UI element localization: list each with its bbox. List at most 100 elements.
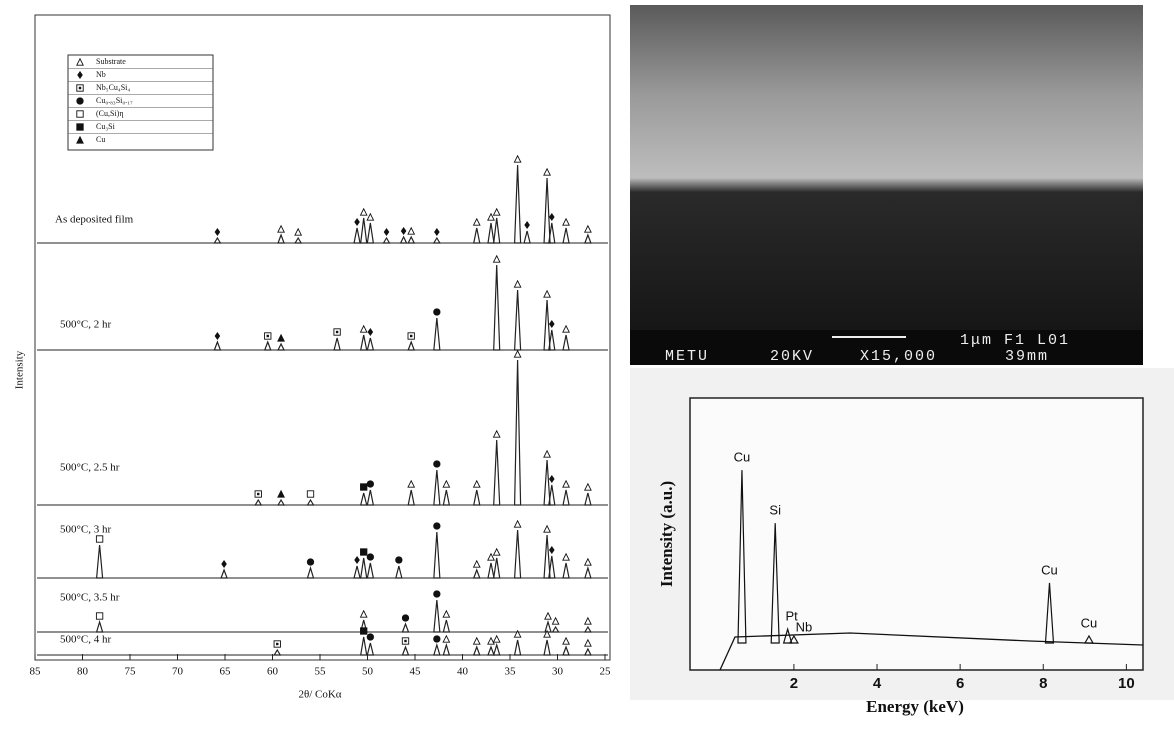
peak (543, 177, 551, 244)
phase-marker (366, 633, 374, 641)
phase-marker (442, 609, 451, 618)
peak (583, 647, 592, 656)
phase-marker (433, 590, 441, 598)
peak (366, 562, 375, 579)
peak (366, 222, 375, 244)
peak (584, 492, 592, 506)
phase-marker (513, 154, 522, 163)
legend-label: Cu₀.₈₃Si₀.₁₇ (96, 96, 133, 105)
phase-marker (306, 490, 315, 498)
peak (513, 529, 522, 579)
phase-marker (277, 224, 285, 233)
peak (366, 489, 375, 506)
peak (213, 340, 222, 351)
peak (433, 599, 441, 633)
x-tick-label: 75 (125, 666, 137, 678)
peak (493, 217, 501, 244)
peak (360, 217, 368, 244)
peak (273, 648, 282, 656)
phase-marker (433, 460, 441, 468)
xrd-panel: Intensity 2θ/ CoKα Substrate Nb Nb₅Cu₄Si₄ C… (14, 14, 611, 701)
peak (544, 619, 552, 633)
legend: Substrate Nb Nb₅Cu₄Si₄ Cu₀.₈₃Si₀.₁₇ (Cu,Si)η… (67, 54, 214, 151)
peak (487, 222, 495, 244)
phase-marker (551, 616, 560, 625)
phase-marker (487, 552, 495, 561)
sem-label: 20KV (770, 348, 814, 365)
x-tick-label: 50 (362, 666, 374, 678)
sem-info-bar (630, 330, 1143, 365)
phase-marker (433, 635, 441, 643)
peak (584, 565, 592, 579)
phase-marker (562, 636, 570, 645)
peak (487, 562, 495, 579)
phase-marker (367, 328, 374, 336)
peak (493, 264, 501, 351)
phase-marker (513, 349, 522, 358)
phase-marker (562, 324, 570, 333)
eds-frame (689, 397, 1144, 671)
peak (442, 619, 451, 633)
peak (306, 498, 315, 506)
phase-marker (543, 524, 551, 533)
phase-marker (401, 614, 410, 622)
trace-label: 500°C, 2 hr (60, 319, 111, 331)
peak (95, 619, 104, 633)
peak (220, 568, 228, 579)
phase-marker (76, 97, 84, 105)
peak (366, 337, 375, 351)
phase-marker (214, 228, 221, 236)
x-tick-label: 80 (77, 666, 89, 678)
peak (401, 622, 410, 633)
phase-marker (442, 634, 451, 643)
y-axis-label: Intensity (a.u.) (657, 481, 676, 587)
peak (277, 233, 285, 244)
peak (294, 236, 303, 244)
phase-marker (359, 207, 368, 216)
eds-panel: Intensity (a.u.) Energy (keV) 2 4 6 8 10 Cu Si… (630, 368, 1174, 716)
phase-marker (221, 560, 227, 568)
peak (442, 489, 451, 506)
peak (359, 636, 368, 656)
peak (492, 642, 501, 656)
peak (353, 227, 361, 244)
y-axis-label: Intensity (14, 350, 26, 389)
phase-marker (257, 492, 260, 496)
phase-marker (434, 228, 440, 236)
phase-marker (543, 629, 551, 638)
peak (407, 235, 416, 244)
peak (360, 557, 368, 579)
peak (548, 329, 556, 351)
trace-label: 500°C, 3 hr (60, 524, 111, 536)
peak (548, 222, 556, 244)
phase-marker (544, 611, 552, 620)
phase-marker (407, 479, 416, 488)
phase-marker (335, 330, 339, 334)
peak (407, 489, 415, 506)
peak (1083, 634, 1095, 644)
phase-marker (549, 546, 555, 554)
peak (399, 235, 408, 244)
phase-marker (487, 212, 495, 221)
phase-marker (277, 489, 285, 498)
peak (263, 340, 272, 351)
peak-label: Nb (796, 619, 813, 634)
peak (95, 544, 104, 579)
peak (433, 642, 441, 656)
peak (493, 557, 501, 579)
trace-label: 500°C, 2.5 hr (60, 462, 120, 474)
peak (277, 342, 286, 351)
peak (382, 236, 391, 244)
legend-label: (Cu,Si)η (96, 109, 124, 118)
peak (433, 469, 441, 506)
peak (359, 334, 368, 351)
phase-marker (359, 324, 368, 333)
peak (433, 531, 441, 579)
phase-marker (583, 557, 592, 566)
sem-panel: 1μm F1 L01 METU 20KV X15,000 39mm (630, 5, 1143, 365)
phase-marker (543, 167, 551, 176)
peak (401, 645, 410, 656)
phase-marker (214, 332, 221, 340)
sem-label: METU (665, 348, 709, 365)
